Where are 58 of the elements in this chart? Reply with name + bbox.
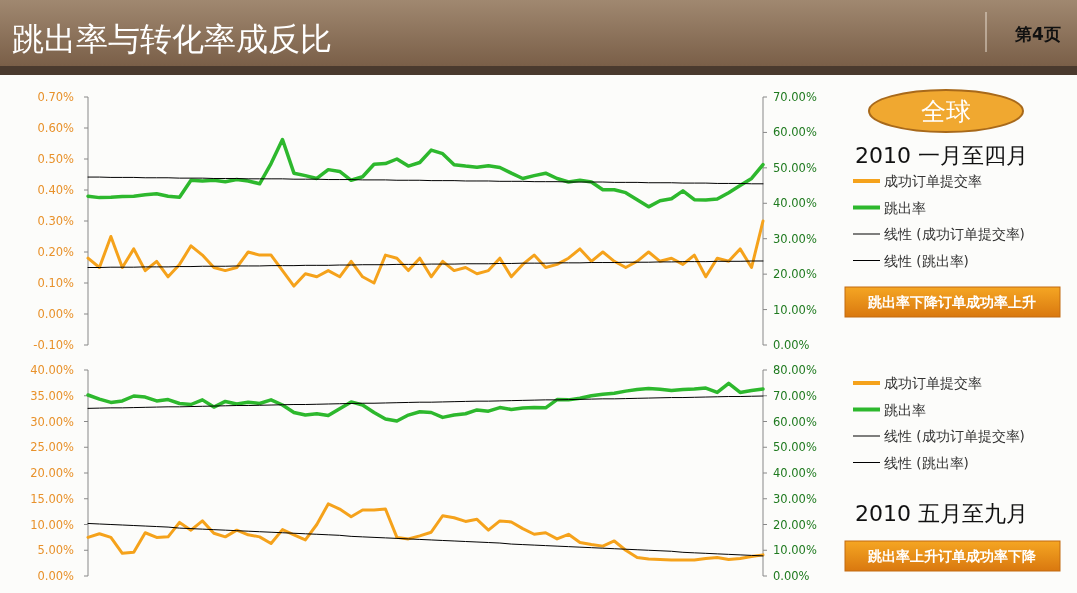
y2-tick-label: 50.00% (773, 440, 817, 455)
text: 全球 (921, 97, 971, 126)
text: 第4页 (1014, 24, 1061, 44)
text: 跳出率上升订单成功率下降 (867, 548, 1037, 564)
y2-tick-label: 80.00% (773, 363, 817, 377)
y-tick-label: 35.00% (30, 388, 75, 403)
y-tick-label: 0.70% (37, 90, 75, 104)
y-tick-label: 0.10% (37, 276, 75, 290)
text: 跳出率下降订单成功率上升 (867, 294, 1036, 310)
line-series (87, 260, 764, 268)
y2-tick-label: 30.00% (773, 231, 817, 246)
line-series (87, 395, 764, 409)
y2-tick-label: 30.00% (773, 491, 817, 506)
y2-tick-label: 60.00% (773, 125, 817, 140)
y-tick-label: 20.00% (30, 466, 75, 480)
y-tick-label: 25.00% (30, 440, 75, 455)
chart-title: 跳出率与转化率成反比 (12, 20, 332, 58)
y2-tick-label: 10.00% (773, 302, 817, 317)
y2-tick-label: 70.00% (773, 90, 817, 104)
y-tick-label: 0.40% (37, 183, 75, 197)
line-series (87, 176, 764, 185)
line-series (87, 522, 764, 557)
y-tick-label: 0.60% (37, 121, 75, 135)
legend-label: 成功订单提交率 (884, 173, 982, 189)
y2-tick-label: 10.00% (773, 543, 817, 558)
y2-tick-label: 0.00% (773, 569, 810, 583)
legend-label: 跳出率 (884, 199, 926, 216)
y2-tick-label: 50.00% (773, 160, 817, 175)
legend-label: 线性 (跳出率) (884, 252, 969, 269)
y-tick-label: 0.30% (37, 214, 75, 228)
y-tick-label: -0.10% (33, 338, 75, 352)
legend-label: 成功订单提交率 (884, 375, 982, 391)
y-tick-label: 40.00% (30, 363, 75, 377)
y2-tick-label: 40.00% (773, 196, 817, 211)
y-tick-label: 0.20% (37, 245, 75, 259)
y-tick-label: 0.00% (37, 307, 75, 321)
y-tick-label: 5.00% (37, 543, 75, 558)
legend-label: 跳出率 (884, 401, 926, 418)
y-tick-label: 15.00% (30, 491, 75, 506)
line-series (86, 219, 765, 288)
line-series (86, 137, 765, 209)
y2-tick-label: 70.00% (773, 388, 817, 403)
line-series (86, 381, 765, 423)
text: 2010 五月至九月 (855, 501, 1028, 526)
y-tick-label: 10.00% (30, 517, 75, 532)
y2-tick-label: 0.00% (773, 338, 810, 352)
y2-tick-label: 40.00% (773, 466, 817, 480)
y2-tick-label: 60.00% (773, 414, 817, 429)
line-series (86, 502, 765, 562)
text: 2010 一月至四月 (855, 143, 1028, 168)
y-tick-label: 0.00% (37, 569, 75, 583)
y-tick-label: 0.50% (37, 152, 75, 166)
y2-tick-label: 20.00% (773, 267, 817, 282)
legend-label: 线性 (跳出率) (884, 454, 969, 471)
legend-label: 线性 (成功订单提交率) (884, 428, 1025, 444)
legend-label: 线性 (成功订单提交率) (884, 226, 1025, 242)
y-tick-label: 30.00% (30, 414, 75, 429)
y2-tick-label: 20.00% (773, 517, 817, 532)
